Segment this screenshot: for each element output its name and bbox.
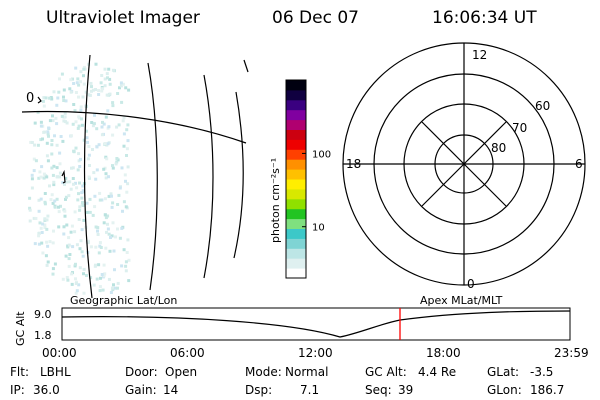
colorbar-frame [285,79,307,279]
colorbar-block [286,208,306,220]
alt-y-tick-high: 9.0 [34,308,52,321]
colorbar-block [286,268,306,279]
polar-diagonal [421,121,507,207]
lon-label: 0 [26,91,34,106]
lon-marker [37,96,42,104]
colorbar-tick-label: 10 [312,223,325,234]
colorbar-block [286,188,306,200]
time-label: 16:06:34 UT [432,8,537,28]
status-mode-value: Normal [285,365,329,379]
colorbar-ticks: 100 10 [302,149,331,234]
colorbar-block [286,169,306,180]
colorbar-block [286,179,306,190]
latitude-line [21,110,247,144]
colorbar-block [286,129,306,140]
colorbar-block [286,228,306,239]
mlt-label-12: 12 [472,48,487,62]
colorbar-unit-label: photon cm⁻²s⁻¹ [269,158,282,243]
colorbar-block [286,99,306,111]
status-dsp-key: Dsp: [245,383,273,397]
alt-x-tick: 00:00 [42,346,77,360]
status-gcalt-key: GC Alt: [365,365,407,379]
colorbar-block [286,258,306,269]
aurora-speckle [28,62,131,295]
status-glon-value: 186.7 [530,383,565,397]
status-dsp-value: 7.1 [300,383,320,397]
status-ip-value: 36.0 [33,383,60,397]
mlt-label-6: 6 [575,157,583,171]
lat-marker [61,169,66,184]
mlat-label-70: 70 [512,121,527,135]
alt-x-tick: 23:59 [554,346,589,360]
mlat-label-60: 60 [535,99,550,113]
status-glat-key: GLat: [487,365,520,379]
longitude-line [84,54,93,299]
colorbar-block [286,218,306,229]
colorbar-tick-label: 100 [312,149,331,160]
alt-x-tick: 06:00 [170,346,205,360]
alt-plot-left-title: Geographic Lat/Lon [70,294,177,307]
date-label: 06 Dec 07 [272,8,359,28]
alt-plot-right-title: Apex MLat/MLT [420,294,503,307]
mlt-label-18: 18 [346,157,361,171]
colorbar-block [286,109,306,121]
status-door-key: Door: [125,365,158,379]
status-flt-value: LBHL [40,365,71,379]
colorbar-block [286,159,306,170]
status-gcalt-value: 4.4 Re [418,365,457,379]
status-glon-key: GLon: [487,383,522,397]
colorbar-gradient [286,80,306,279]
status-mode-key: Mode: [245,365,282,379]
status-gain-key: Gain: [125,383,157,397]
alt-y-tick-low: 1.8 [34,329,52,342]
status-flt-key: Flt: [10,365,29,379]
colorbar-block [286,198,306,210]
status-gain-value: 14 [163,383,179,397]
mlat-label-80: 80 [491,141,506,155]
status-door-value: Open [165,365,198,379]
longitude-line [203,74,214,279]
colorbar-block [286,80,306,91]
longitude-line [243,59,249,73]
longitude-line [233,91,244,259]
status-ip-key: IP: [10,383,25,397]
alt-plot-frame [61,307,571,341]
mlt-label-0: 0 [467,277,475,291]
alt-y-label: GC Alt [14,311,27,346]
status-seq-value: 39 [398,383,414,397]
alt-x-tick: 12:00 [298,346,333,360]
colorbar-block [286,149,306,160]
longitude-line [147,62,158,291]
geo-grid-lines [21,54,249,299]
colorbar-block [286,238,306,249]
alt-curve [61,310,571,338]
colorbar-block [286,139,306,150]
instrument-title: Ultraviolet Imager [46,8,200,28]
alt-x-tick: 18:00 [426,346,461,360]
status-seq-key: Seq: [365,383,392,397]
status-glat-value: -3.5 [530,365,554,379]
colorbar-block [286,89,306,101]
colorbar-block [286,119,306,130]
colorbar-block [286,248,306,259]
